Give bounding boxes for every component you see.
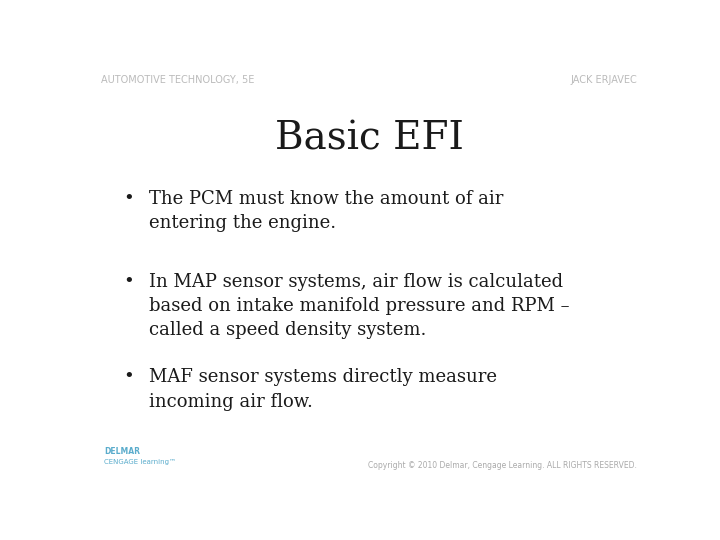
- Text: •: •: [124, 368, 135, 386]
- Text: Basic EFI: Basic EFI: [274, 121, 464, 158]
- Text: In MAP sensor systems, air flow is calculated
based on intake manifold pressure : In MAP sensor systems, air flow is calcu…: [148, 273, 569, 339]
- Text: CENGAGE learning™: CENGAGE learning™: [104, 459, 176, 465]
- Text: JACK ERJAVEC: JACK ERJAVEC: [570, 75, 637, 85]
- Text: •: •: [124, 190, 135, 207]
- Text: MAF sensor systems directly measure
incoming air flow.: MAF sensor systems directly measure inco…: [148, 368, 497, 410]
- Text: •: •: [124, 273, 135, 291]
- Text: DELMAR: DELMAR: [104, 448, 140, 456]
- Text: The PCM must know the amount of air
entering the engine.: The PCM must know the amount of air ente…: [148, 190, 503, 232]
- Text: Copyright © 2010 Delmar, Cengage Learning. ALL RIGHTS RESERVED.: Copyright © 2010 Delmar, Cengage Learnin…: [368, 461, 637, 470]
- Text: AUTOMOTIVE TECHNOLOGY, 5E: AUTOMOTIVE TECHNOLOGY, 5E: [101, 75, 255, 85]
